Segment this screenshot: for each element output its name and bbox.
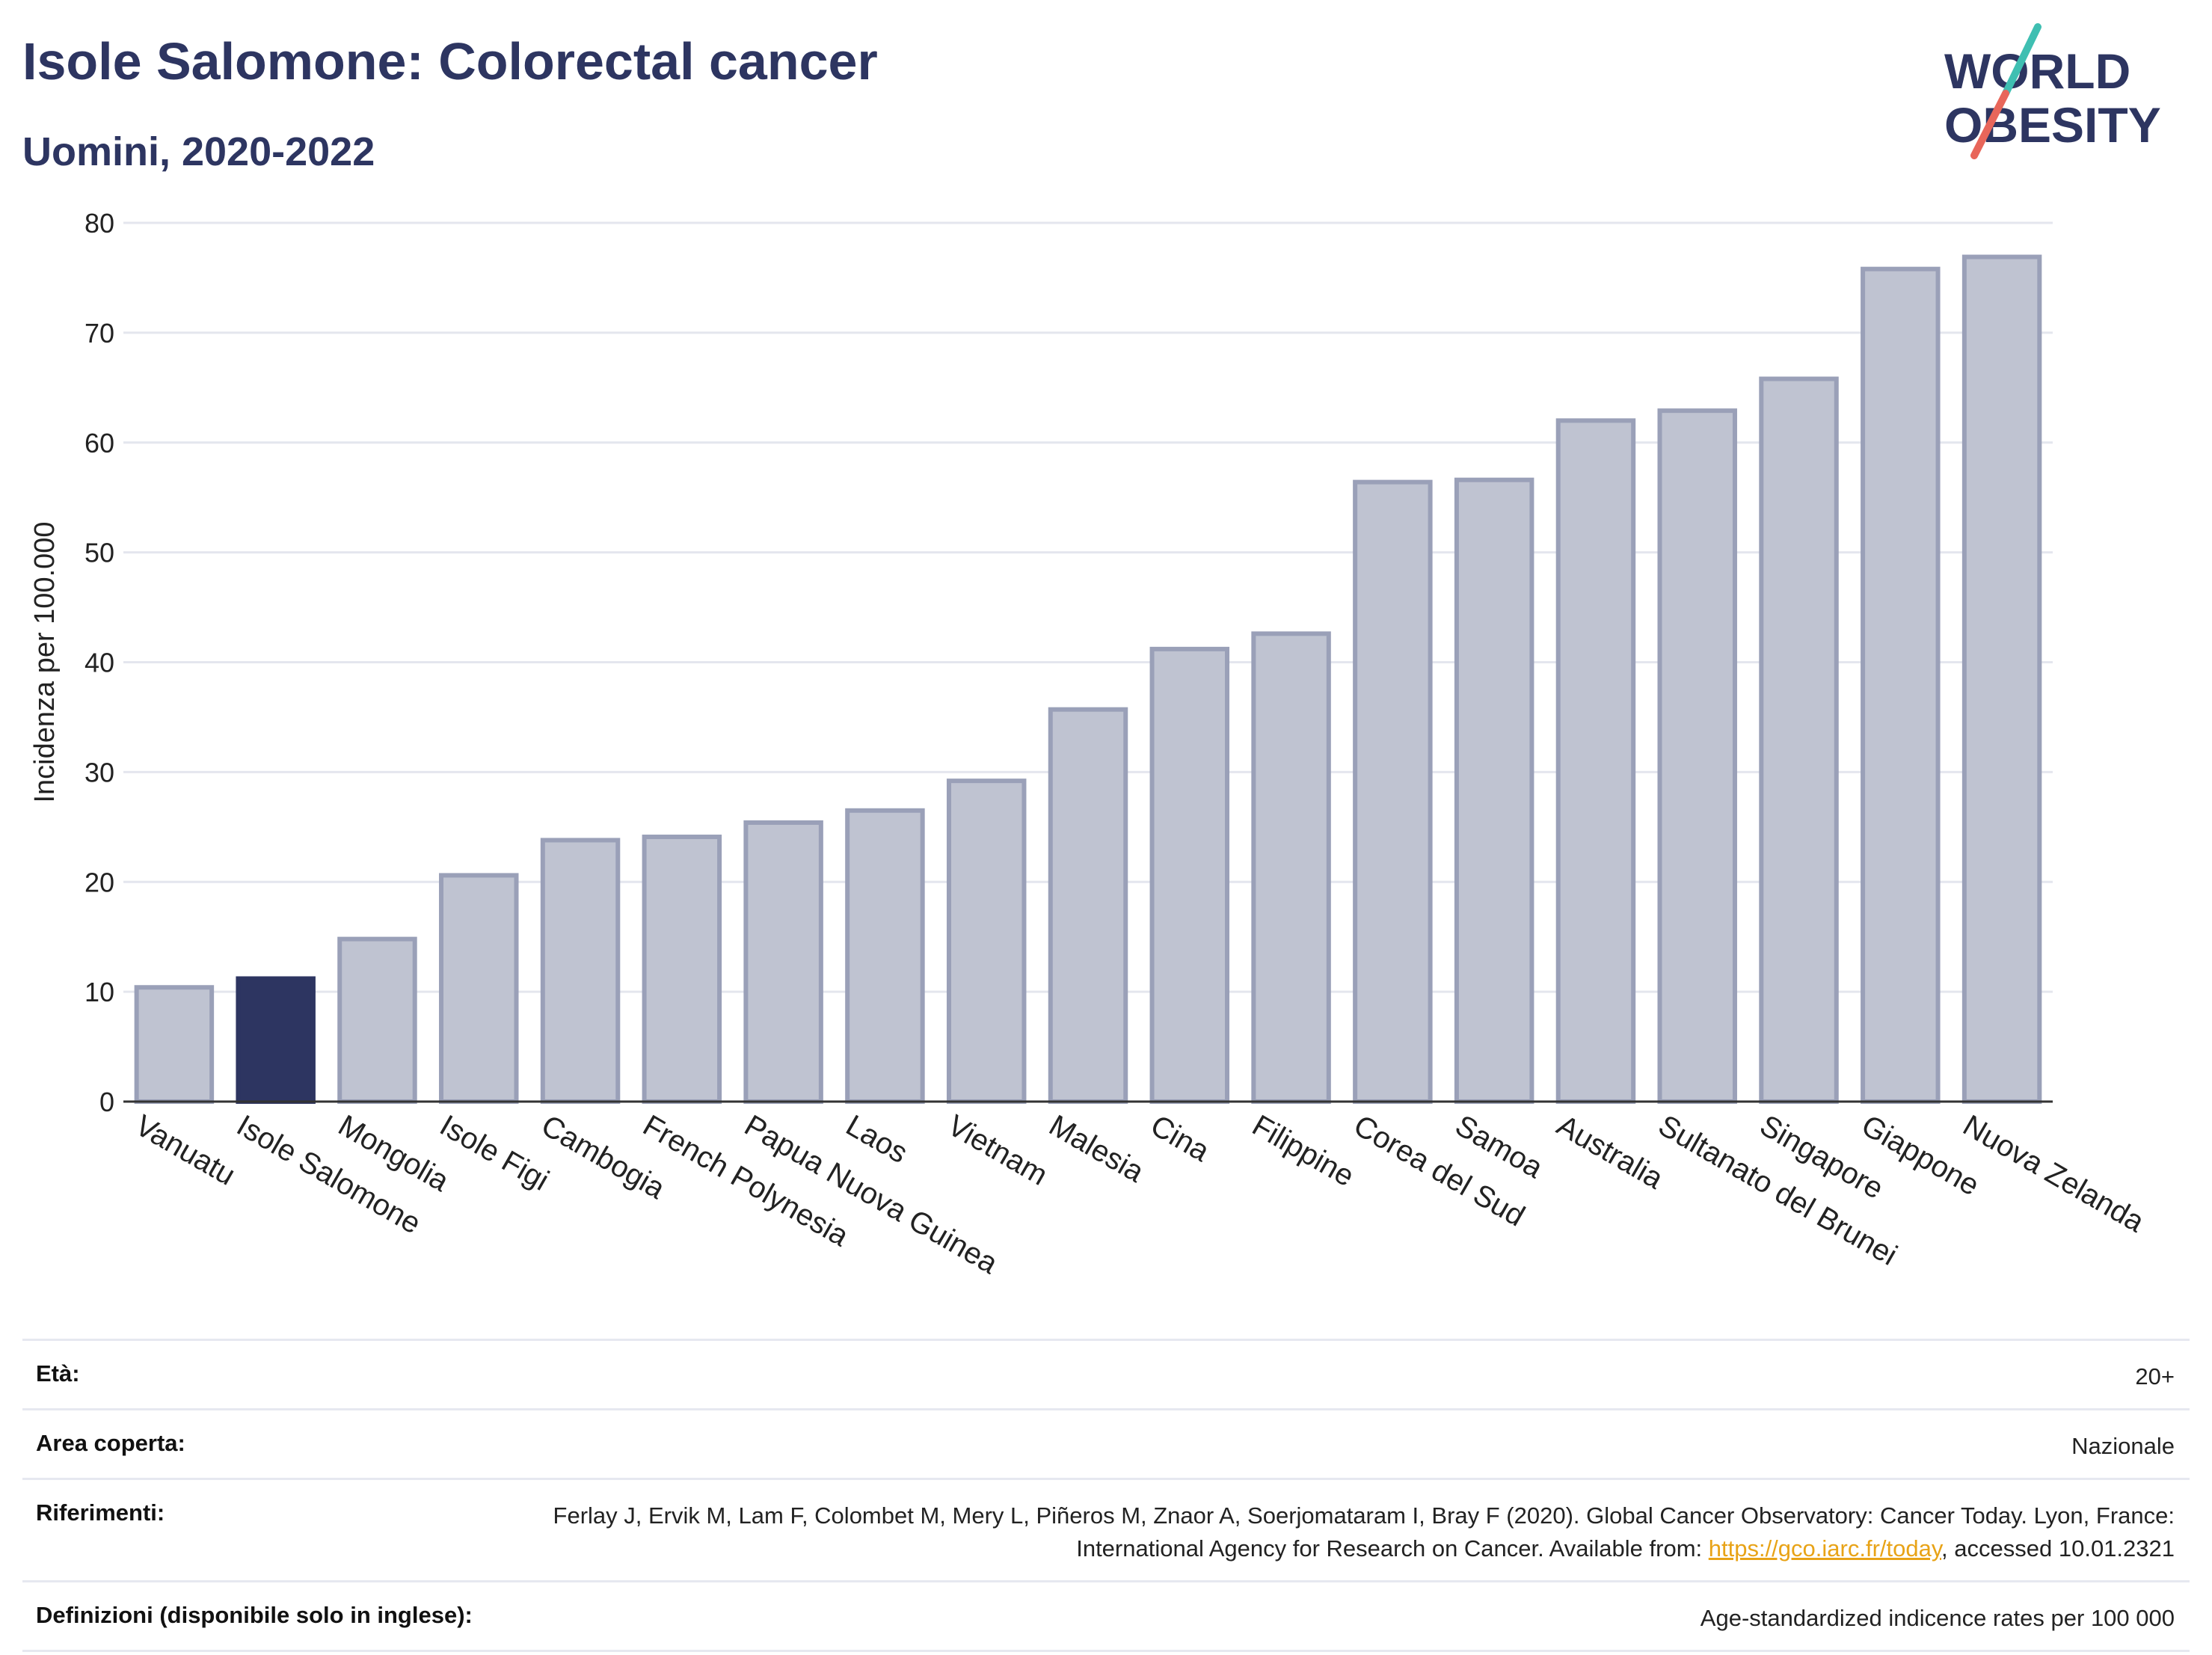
y-axis-ticks: 0 10 20 30 40 50 60 70 80 (85, 208, 114, 1117)
bar-cina (1149, 646, 1230, 1104)
bar-isole-salomone (236, 976, 316, 1104)
world-obesity-logo: WORLD OBESITY (1944, 23, 2161, 159)
x-tick-label: Laos (841, 1109, 913, 1170)
info-row-area: Area coperta: Nazionale (22, 1408, 2190, 1478)
y-tick-label: 70 (85, 318, 114, 348)
x-tick-label: Vietnam (942, 1109, 1053, 1192)
y-tick-label: 80 (85, 208, 114, 239)
bar-sultanato-del-brunei (1657, 408, 1737, 1104)
x-tick-label: Isole Figi (434, 1109, 555, 1197)
page-title: Isole Salomone: Colorectal cancer (22, 32, 878, 90)
bar-cambogia (540, 838, 621, 1104)
y-tick-label: 0 (99, 1087, 114, 1117)
x-tick-label: Cina (1145, 1109, 1215, 1169)
info-table: Età: 20+ Area coperta: Nazionale Riferim… (22, 1339, 2190, 1652)
bar-singapore (1759, 376, 1839, 1104)
bar-laos (845, 808, 925, 1104)
references-value: Ferlay J, Ervik M, Lam F, Colombet M, Me… (544, 1499, 2175, 1565)
bar-giappone (1861, 266, 1941, 1104)
bar-vietnam (946, 779, 1027, 1104)
bar-isole-figi (439, 873, 519, 1104)
references-link[interactable]: https://gco.iarc.fr/today (1708, 1535, 1942, 1562)
x-tick-label: Nuova Zelanda (1958, 1109, 2151, 1239)
bar-australia (1555, 418, 1636, 1104)
logo-line-world: WORLD (1944, 43, 2130, 99)
bar-mongolia (337, 936, 417, 1104)
area-value: Nazionale (2071, 1433, 2175, 1459)
chart-bars (134, 254, 2042, 1104)
page-subtitle: Uomini, 2020-2022 (22, 129, 375, 174)
bar-filippine (1251, 631, 1331, 1104)
info-row-definitions: Definizioni (disponibile solo in inglese… (22, 1580, 2190, 1652)
references-accessed: , accessed 10.01.2321 (1941, 1535, 2175, 1562)
y-tick-label: 30 (85, 757, 114, 787)
info-row-references: Riferimenti: Ferlay J, Ervik M, Lam F, C… (22, 1478, 2190, 1580)
bar-french-polynesia (642, 835, 722, 1104)
bar-samoa (1454, 477, 1534, 1104)
x-tick-label: Vanuatu (129, 1109, 240, 1192)
references-label: Riferimenti: (36, 1499, 165, 1526)
bar-vanuatu (134, 985, 215, 1104)
y-tick-label: 50 (85, 538, 114, 568)
references-text: Ferlay J, Ervik M, Lam F, Colombet M, Me… (553, 1502, 2175, 1562)
info-row-age: Età: 20+ (22, 1339, 2190, 1408)
y-tick-label: 40 (85, 648, 114, 678)
bar-malesia (1048, 707, 1128, 1104)
x-tick-label: Corea del Sud (1348, 1109, 1530, 1233)
y-axis-label: Incidenza per 100.000 (29, 521, 61, 802)
y-tick-label: 20 (85, 867, 114, 897)
x-tick-label: Filippine (1247, 1109, 1360, 1194)
age-label: Età: (36, 1360, 80, 1387)
definitions-label: Definizioni (disponibile solo in inglese… (36, 1602, 473, 1628)
bar-corea-del-sud (1353, 479, 1433, 1104)
logo-slash-red (1970, 90, 2009, 159)
x-tick-label: Malesia (1044, 1109, 1150, 1189)
age-value: 20+ (2135, 1363, 2175, 1390)
y-tick-label: 10 (85, 977, 114, 1007)
definitions-value: Age-standardized indicence rates per 100… (1700, 1605, 2175, 1631)
bar-papua-nuova-guinea (743, 820, 823, 1104)
area-label: Area coperta: (36, 1430, 185, 1456)
x-tick-label: Australia (1551, 1109, 1668, 1196)
x-tick-label: Isole Salomone (231, 1109, 426, 1241)
logo-slash-teal (2002, 23, 2042, 97)
y-tick-label: 60 (85, 428, 114, 458)
bar-nuova-zelanda (1961, 254, 2042, 1104)
